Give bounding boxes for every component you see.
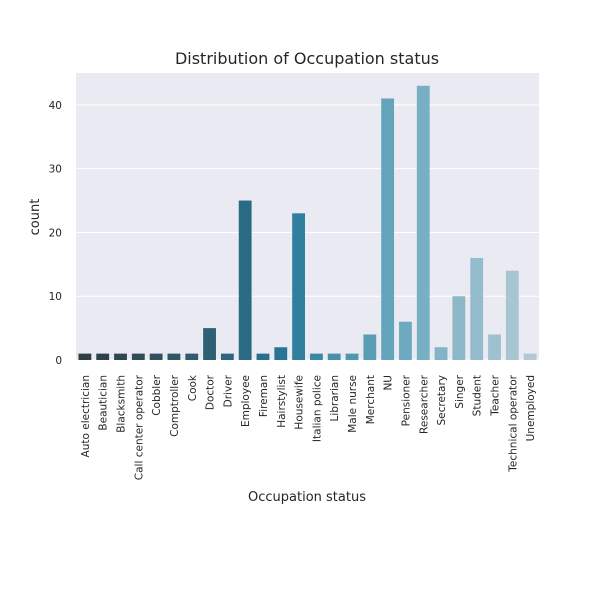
y-tick-label: 10	[49, 291, 62, 303]
x-tick-label: Teacher	[489, 374, 501, 416]
bar-student	[470, 257, 484, 360]
bar-cook	[185, 353, 199, 360]
bar-doctor	[203, 328, 216, 360]
x-tick-label: Male nurse	[347, 375, 359, 433]
x-tick-label: NU	[383, 375, 395, 391]
bar-secretary	[434, 347, 448, 360]
x-tick-label: Cobbler	[151, 374, 163, 415]
y-tick-label: 20	[49, 227, 62, 239]
x-tick-label: Unemployed	[525, 375, 537, 441]
bar-researcher	[416, 85, 430, 360]
y-tick-label: 0	[55, 355, 62, 367]
x-tick-label: Secretary	[436, 375, 448, 426]
bar-fireman	[256, 353, 270, 360]
bar-italian-police	[309, 353, 323, 360]
x-tick-label: Merchant	[365, 375, 377, 424]
y-tick-labels: 0 10 20 30 40	[49, 100, 62, 367]
bar-cobbler	[149, 353, 163, 360]
bar-singer	[452, 296, 466, 360]
y-axis-label: count	[28, 199, 43, 236]
y-tick-label: 30	[49, 164, 62, 176]
bar-pensioner	[399, 321, 412, 360]
bar-beautician	[96, 353, 110, 360]
chart-title: Distribution of Occupation status	[175, 49, 439, 68]
x-tick-label: Blacksmith	[116, 375, 128, 433]
x-tick-label: Comptroller	[169, 374, 181, 437]
x-tick-label: Italian police	[311, 375, 323, 442]
bar-technical-operator	[505, 270, 519, 360]
bars	[78, 85, 537, 360]
x-tick-label: Technical operator	[507, 374, 519, 472]
bar-male-nurse	[345, 353, 359, 360]
x-tick-label: Pensioner	[400, 374, 412, 426]
bar-employee	[238, 200, 252, 360]
x-tick-label: Housewife	[294, 375, 306, 430]
x-tick-label: Singer	[454, 374, 466, 408]
x-axis-label: Occupation status	[248, 490, 366, 505]
x-tick-label: Librarian	[329, 375, 341, 422]
bar-nu	[381, 98, 395, 360]
bar-unemployed	[523, 353, 537, 360]
x-tick-label: Hairstylist	[276, 375, 288, 428]
x-tick-label: Beautician	[98, 375, 110, 431]
x-tick-label: Call center operator	[133, 374, 145, 480]
x-tick-label: Driver	[222, 374, 234, 407]
bar-driver	[220, 353, 234, 360]
x-tick-label: Employee	[240, 375, 252, 427]
plot-background	[76, 73, 539, 360]
x-tick-label: Auto electrician	[80, 375, 92, 457]
bar-comptroller	[167, 353, 181, 360]
x-tick-label: Cook	[187, 374, 199, 401]
bar-merchant	[363, 334, 377, 360]
y-tick-label: 40	[49, 100, 62, 112]
x-tick-label: Student	[472, 375, 484, 416]
bar-hairstylist	[274, 347, 288, 360]
bar-housewife	[292, 213, 306, 360]
bar-blacksmith	[114, 353, 127, 360]
x-tick-label: Fireman	[258, 375, 270, 417]
bar-librarian	[327, 353, 341, 360]
x-tick-label: Researcher	[418, 374, 430, 434]
bar-auto-electrician	[78, 353, 92, 360]
bar-call-center-operator	[131, 353, 145, 360]
x-tick-label: Doctor	[205, 374, 217, 410]
x-tick-labels: Auto electrician Beautician Blacksmith Call…	[80, 374, 537, 480]
bar-teacher	[488, 334, 501, 360]
